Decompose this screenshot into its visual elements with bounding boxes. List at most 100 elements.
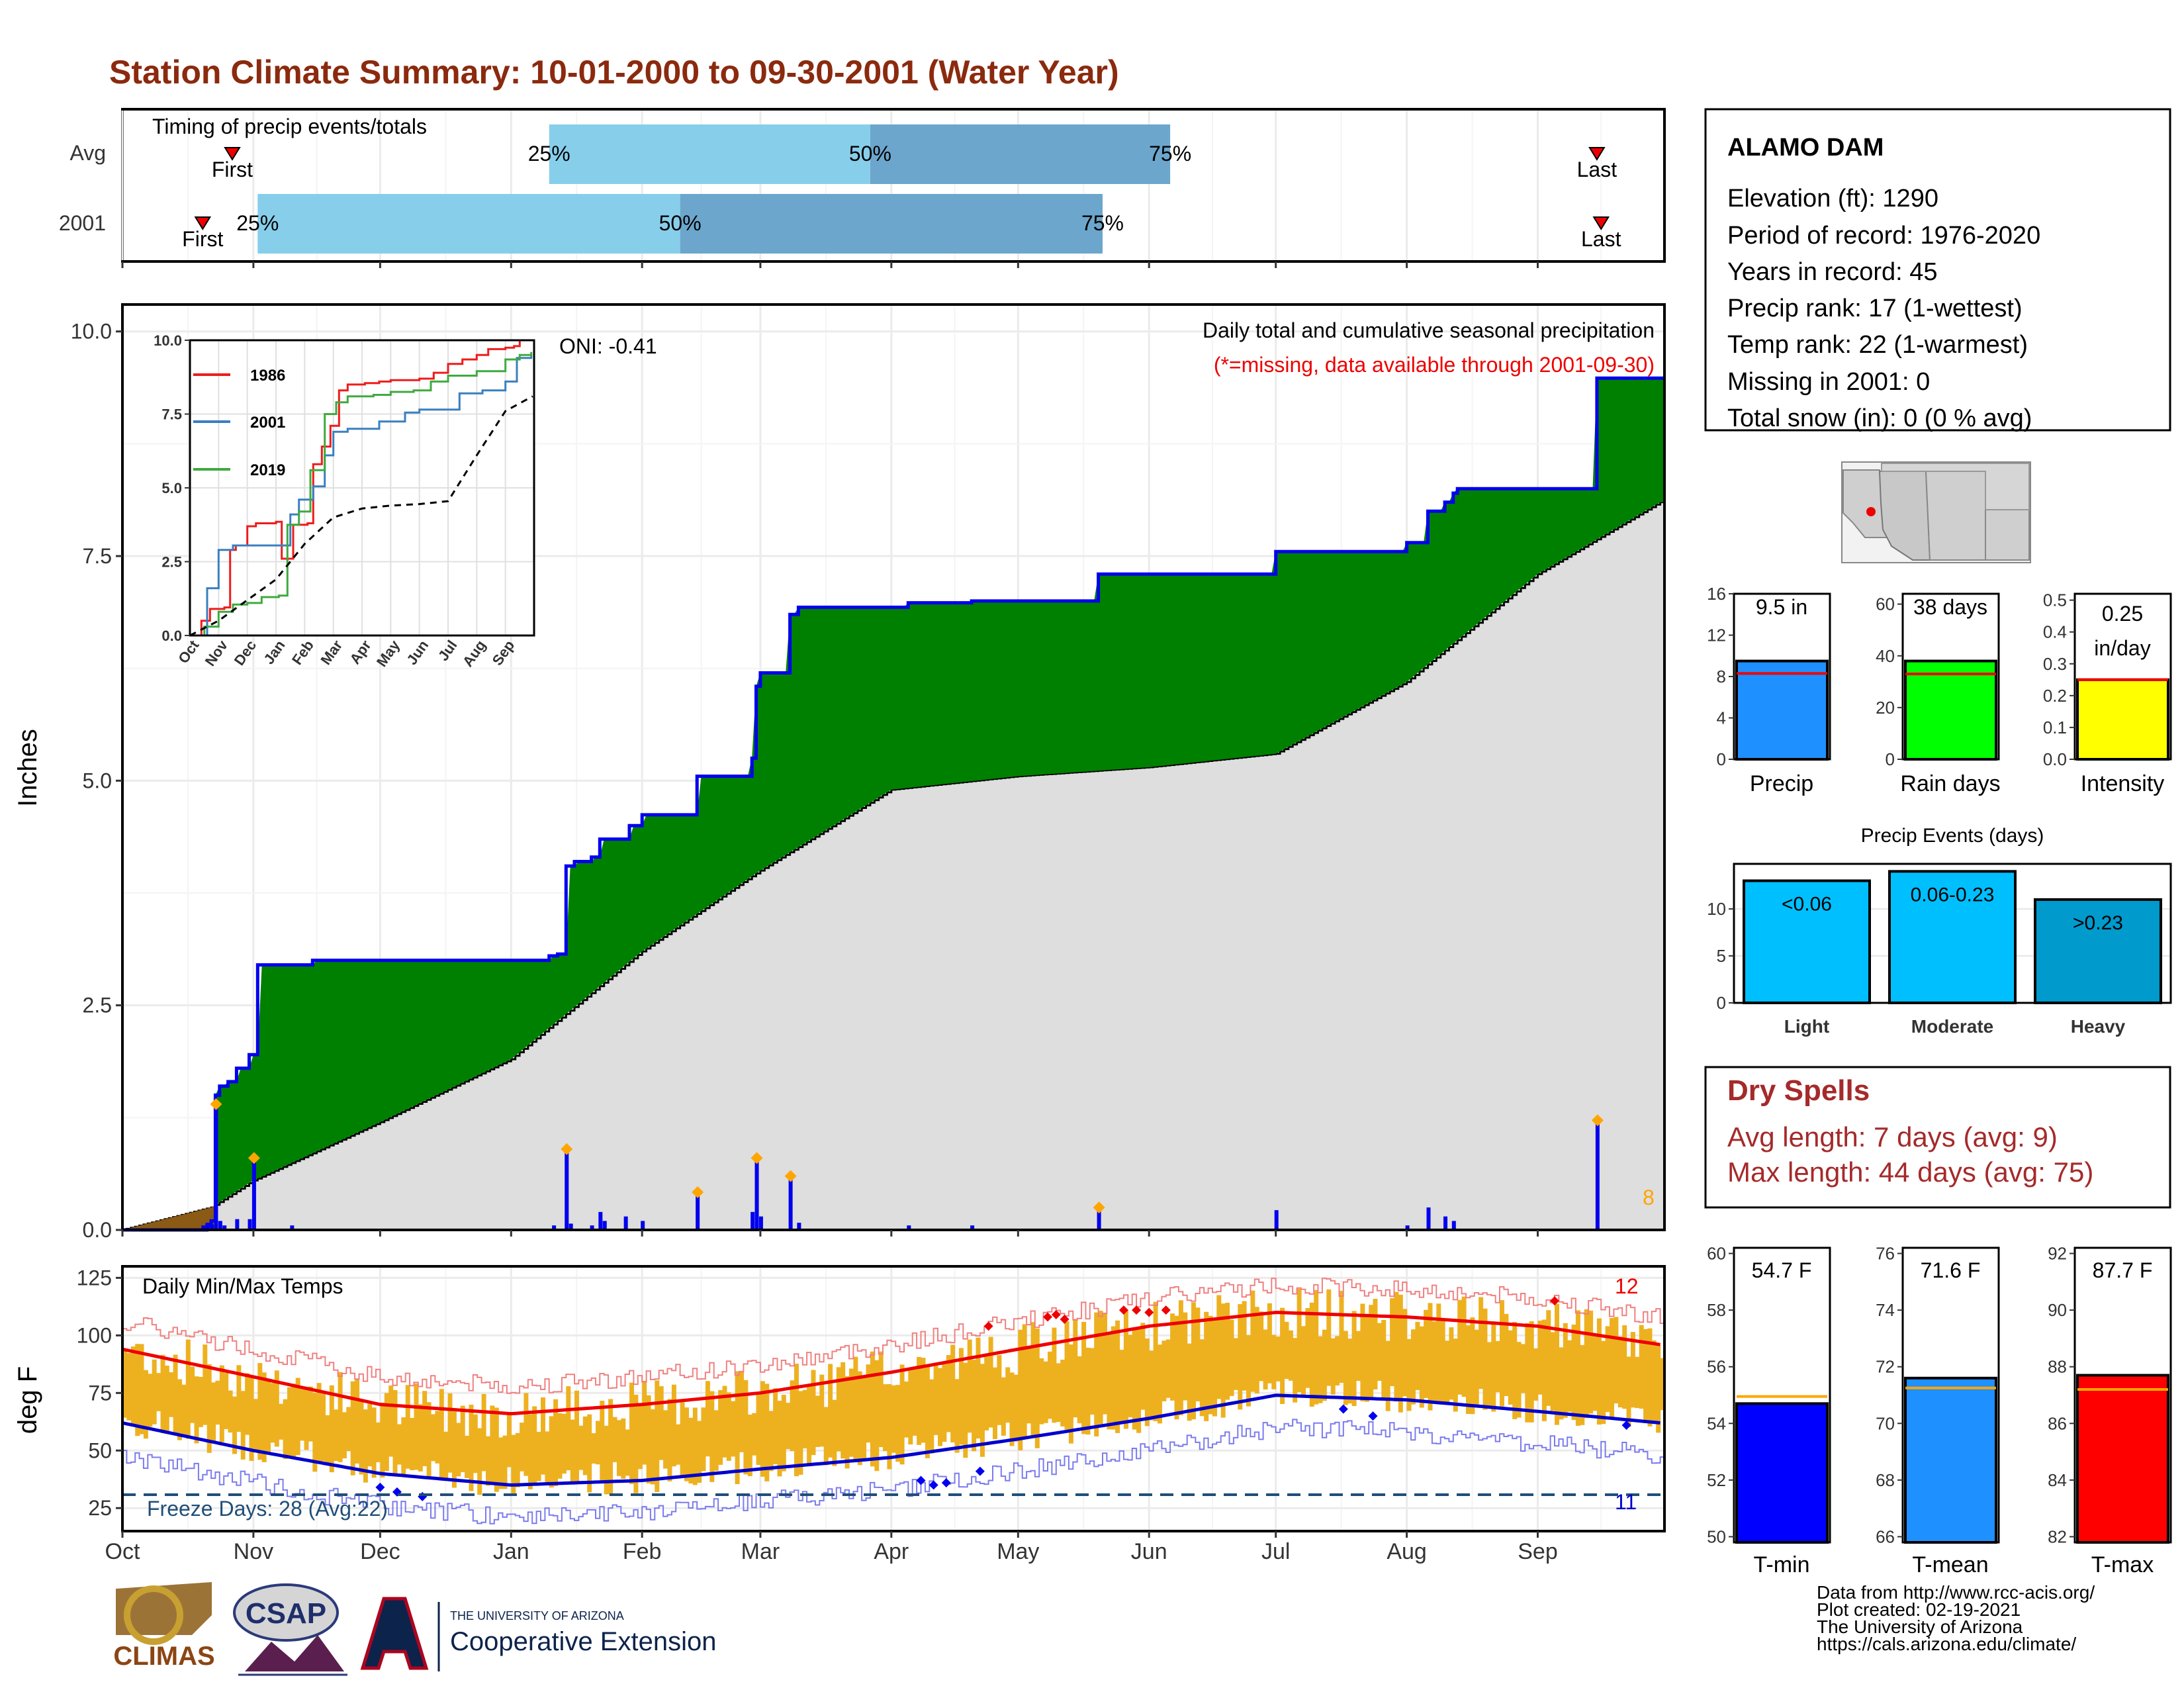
temp-record-high-marker [1132, 1305, 1142, 1315]
temp-daily-bar [853, 1356, 858, 1461]
temp-daily-bar [1103, 1313, 1107, 1415]
temp-daily-bar [904, 1382, 909, 1438]
temp-daily-bar [355, 1379, 360, 1464]
temp-daily-bar [1119, 1350, 1124, 1424]
temp-daily-bar [1614, 1317, 1619, 1404]
x-tick-label-jan: Jan [493, 1539, 529, 1564]
x-tick-label-apr: Apr [874, 1539, 909, 1564]
temp-daily-bar [380, 1402, 385, 1477]
precip-daily-bar [1443, 1216, 1448, 1230]
temp-daily-bar [582, 1416, 588, 1476]
temp-daily-bar [1297, 1288, 1302, 1393]
station-location-marker [1866, 507, 1876, 516]
credit-line-4: https://cals.arizona.edu/climate/ [1817, 1634, 2076, 1654]
temp-daily-bar [1596, 1318, 1602, 1425]
temp-daily-bar [1381, 1320, 1387, 1401]
timing-bar-q1 [257, 194, 680, 254]
timing-first-marker [224, 147, 241, 161]
temp-daily-bar [979, 1364, 985, 1457]
temp-daily-bar [836, 1367, 841, 1452]
intensity-summary-frame [2073, 592, 2172, 761]
temp-daily-bar [130, 1346, 136, 1425]
temp-daily-bar [798, 1391, 803, 1475]
temp-daily-bar [232, 1396, 237, 1454]
temp-normal-max-line [122, 1311, 1661, 1416]
temp-daily-bar [1508, 1330, 1513, 1405]
temp-daily-bar [633, 1394, 639, 1493]
summary-tick-label: 84 [2048, 1470, 2067, 1490]
precip-daily-bar [907, 1225, 911, 1230]
temp-daily-bar [680, 1402, 685, 1476]
temp-daily-bar [997, 1355, 1002, 1425]
inset-y-tick-label: 7.5 [161, 406, 182, 423]
temp-daily-bar [177, 1379, 182, 1440]
temp-normal-min-line [122, 1393, 1661, 1487]
timing-first-label: First [212, 158, 253, 181]
temp-daily-bar [1377, 1323, 1382, 1381]
temp-daily-bar [1466, 1325, 1471, 1414]
temp-daily-bar [1461, 1296, 1467, 1397]
temp-daily-bar [122, 1350, 127, 1418]
temp-daily-bar [1229, 1319, 1234, 1396]
temp-daily-bar [1301, 1326, 1306, 1396]
temp-daily-bar [1052, 1327, 1057, 1423]
temp-daily-bar [181, 1384, 187, 1435]
temp-daily-bar [1639, 1325, 1644, 1409]
temp-daily-bar [1470, 1317, 1475, 1415]
temp-daily-bar [1178, 1300, 1183, 1415]
tmean-summary-label: T-mean [1912, 1552, 1988, 1577]
temp-daily-bar [1060, 1360, 1066, 1427]
temp-daily-bar [1034, 1329, 1040, 1448]
temp-daily-bar [1195, 1307, 1201, 1401]
precip-daily-bar [758, 1216, 763, 1230]
temp-daily-bar [1250, 1290, 1255, 1392]
temp-daily-bar [148, 1374, 153, 1427]
temp-daily-bar [194, 1376, 199, 1444]
temp-daily-bar [722, 1385, 727, 1458]
temp-y-axis-label: deg F [13, 1366, 42, 1434]
summary-tick-label: 0.3 [2043, 654, 2067, 674]
timing-bar-q1 [549, 124, 870, 184]
timing-last-label: Last [1577, 158, 1617, 181]
temp-daily-bar [963, 1362, 968, 1458]
raindays-summary-bar [1904, 659, 1997, 761]
temp-daily-bar [862, 1377, 867, 1460]
temp-daily-bar [1216, 1295, 1222, 1399]
temp-daily-bar [1191, 1302, 1196, 1420]
temp-daily-bar [283, 1399, 288, 1460]
precip-daily-bar [1274, 1210, 1279, 1230]
temp-daily-bar [1630, 1332, 1635, 1408]
temp-daily-bar [747, 1415, 752, 1477]
timing-bar-q2 [870, 124, 1171, 184]
raindays-summary-label: Rain days [1900, 771, 2000, 796]
summary-tick-label: 66 [1876, 1526, 1895, 1546]
temp-daily-bar [304, 1387, 309, 1450]
timing-label-50: 50% [849, 142, 891, 165]
temp-daily-bar [1651, 1340, 1657, 1425]
csap-logo-mountains [245, 1635, 344, 1671]
temp-daily-bar [1267, 1303, 1272, 1383]
temp-daily-bar [701, 1407, 706, 1472]
temp-daily-bar [367, 1403, 373, 1467]
precip-top-day-marker [1093, 1201, 1105, 1214]
temp-daily-bar [139, 1344, 144, 1434]
precip-daily-bar [641, 1221, 645, 1230]
temp-daily-bar [224, 1372, 229, 1429]
temp-x-ticks: Oct Nov Dec Jan Feb Mar Apr May Jun Jul Aug Sep [105, 1531, 1558, 1564]
x-tick-label-oct: Oct [105, 1539, 140, 1564]
temp-daily-bar [1415, 1321, 1420, 1390]
precip-2001-cumulative-area [215, 378, 1665, 1205]
temp-daily-bar [1610, 1318, 1614, 1418]
inset-y-tick-label: 2.5 [161, 554, 182, 571]
temp-daily-bar [135, 1344, 140, 1436]
temp-daily-bar [532, 1406, 537, 1483]
tmax-summary-frame [2073, 1246, 2172, 1544]
precip-daily-bar [235, 1219, 240, 1230]
temp-daily-bar [1356, 1331, 1361, 1382]
precip-daily-bar [1405, 1225, 1410, 1230]
dry-spells-box: Dry Spells Avg length: 7 days (avg: 9) M… [1704, 1066, 2171, 1209]
temp-daily-bar [498, 1437, 504, 1489]
temp-daily-bar [396, 1424, 402, 1465]
temp-daily-bar [1165, 1339, 1171, 1398]
temp-daily-bar [1474, 1329, 1479, 1407]
